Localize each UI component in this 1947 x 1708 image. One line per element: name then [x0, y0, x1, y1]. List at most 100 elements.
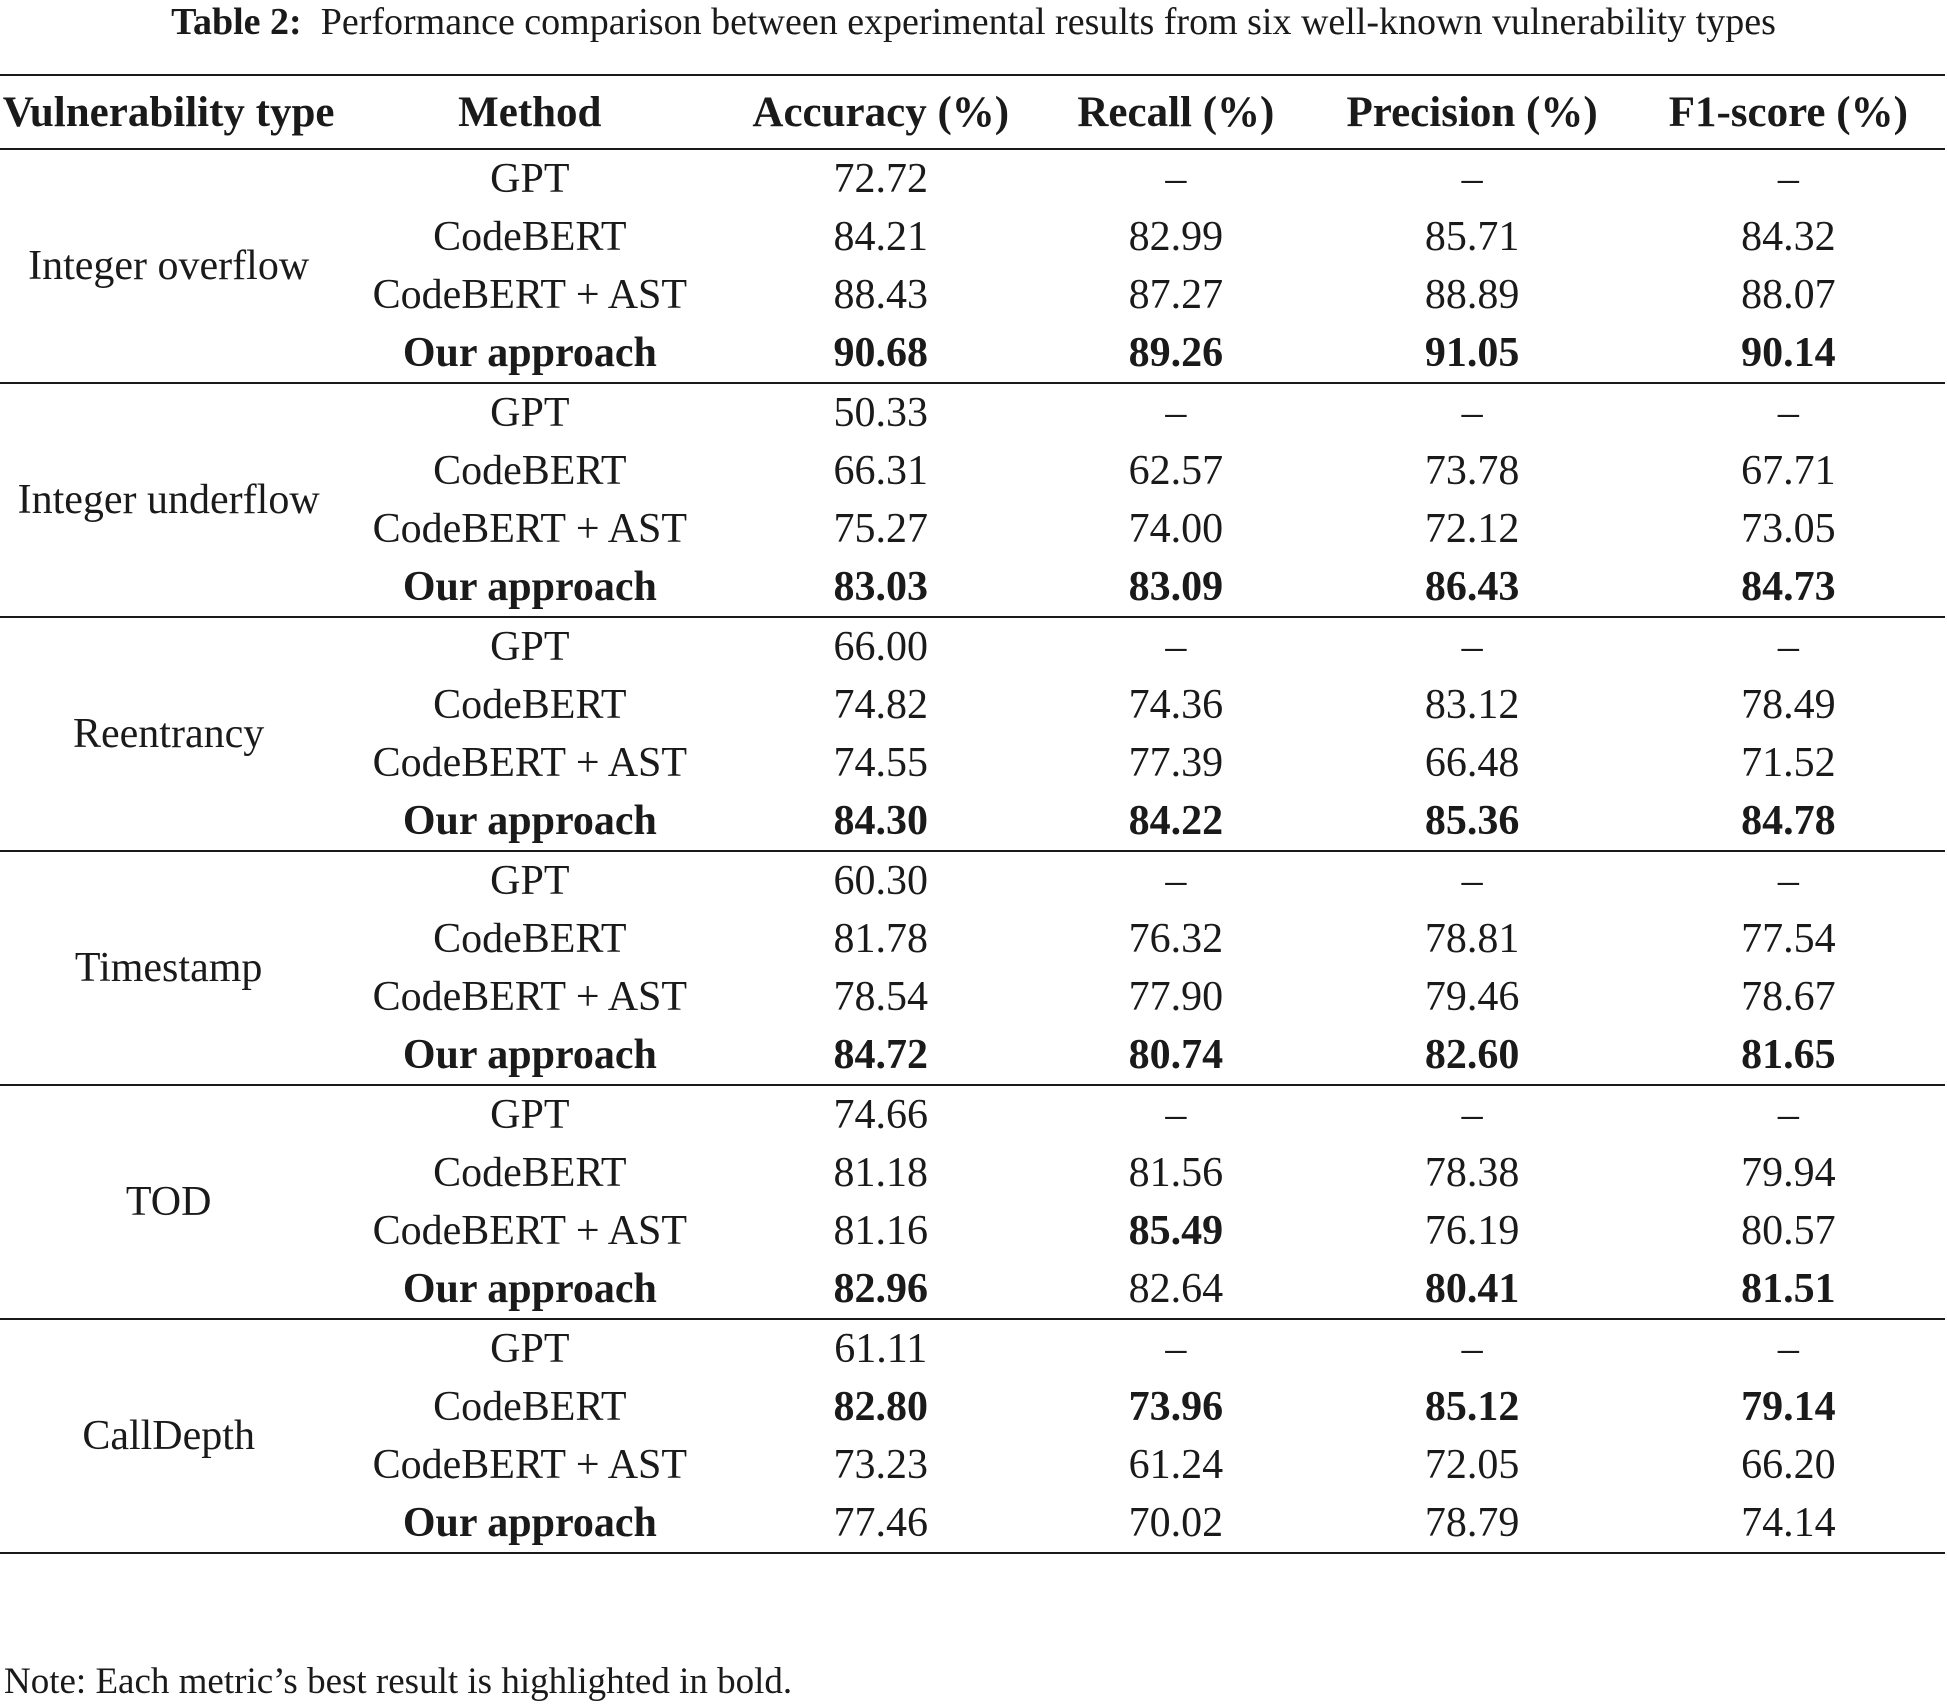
header-accuracy: Accuracy (%) — [722, 74, 1040, 150]
f1-score-cell: – — [1777, 1325, 1799, 1372]
method-cell: CodeBERT — [433, 1149, 627, 1196]
precision-cell: 79.46 — [1424, 974, 1520, 1021]
recall-cell: 89.26 — [1039, 324, 1313, 384]
f1-score-cell: 81.65 — [1631, 1026, 1945, 1086]
f1-score-cell: 80.57 — [1741, 1208, 1836, 1255]
precision-cell: – — [1461, 1325, 1483, 1372]
accuracy-cell: 82.96 — [722, 1260, 1040, 1320]
recall-cell: – — [1165, 1325, 1187, 1372]
header-recall: Recall (%) — [1039, 74, 1313, 150]
precision-cell: – — [1461, 155, 1483, 202]
table-caption: Table 2: Performance comparison between … — [0, 0, 1947, 44]
table-row: CallDepth GPT 61.11 – – – — [0, 1319, 1945, 1554]
f1-score-cell: 78.67 — [1741, 974, 1836, 1021]
recall-cell: 83.09 — [1039, 558, 1313, 618]
precision-cell: 72.12 — [1424, 506, 1520, 553]
table-row: CodeBERT + AST 73.23 61.24 72.05 66.20 — [0, 1436, 1945, 1495]
f1-score-cell: – — [1777, 155, 1799, 202]
method-cell: GPT — [490, 857, 570, 904]
precision-cell: – — [1461, 623, 1483, 670]
method-cell: Our approach — [337, 558, 723, 618]
table-row: Our approach 82.96 82.64 80.41 81.51 — [0, 1260, 1945, 1320]
method-cell: CodeBERT — [433, 213, 627, 260]
recall-cell: 74.36 — [1128, 681, 1224, 728]
method-cell: GPT — [490, 623, 570, 670]
precision-cell: 66.48 — [1424, 740, 1520, 787]
recall-cell: 70.02 — [1039, 1494, 1313, 1554]
accuracy-cell: 50.33 — [833, 389, 929, 436]
table-header: Vulnerability type Method Accuracy (%) R… — [0, 74, 1945, 150]
accuracy-cell: 81.18 — [833, 1149, 929, 1196]
accuracy-cell: 75.27 — [833, 506, 929, 553]
f1-score-cell: 77.54 — [1741, 915, 1836, 962]
precision-cell: 73.78 — [1424, 447, 1520, 494]
accuracy-cell: 74.66 — [833, 1091, 929, 1138]
table-row: Timestamp GPT 60.30 – – – — [0, 851, 1945, 1086]
precision-cell: 85.36 — [1312, 792, 1632, 852]
recall-cell: 80.74 — [1039, 1026, 1313, 1086]
precision-cell: – — [1461, 857, 1483, 904]
f1-score-cell: 74.14 — [1631, 1494, 1945, 1554]
recall-cell: – — [1165, 623, 1187, 670]
accuracy-cell: 82.80 — [833, 1383, 929, 1430]
recall-cell: – — [1165, 155, 1187, 202]
f1-score-cell: 88.07 — [1741, 272, 1836, 319]
f1-score-cell: 81.51 — [1631, 1260, 1945, 1320]
precision-cell: 83.12 — [1424, 681, 1520, 728]
f1-score-cell: 78.49 — [1741, 681, 1836, 728]
vulnerability-type-cell: Timestamp — [0, 851, 338, 1086]
f1-score-cell: 73.05 — [1741, 506, 1836, 553]
table-body: Integer overflow GPT 72.72 – – – CodeBERT 84.21… — [0, 149, 1945, 1554]
accuracy-cell: 77.46 — [722, 1494, 1040, 1554]
recall-cell: 76.32 — [1128, 915, 1224, 962]
method-cell: CodeBERT — [433, 447, 627, 494]
method-cell: Our approach — [337, 1494, 723, 1554]
method-cell: Our approach — [337, 792, 723, 852]
accuracy-cell: 74.82 — [833, 681, 929, 728]
table-row: CodeBERT + AST 88.43 87.27 88.89 88.07 — [0, 266, 1945, 325]
caption-label: Table 2: — [171, 1, 302, 43]
recall-cell: – — [1165, 1091, 1187, 1138]
method-cell: CodeBERT + AST — [372, 1208, 688, 1255]
table-row: CodeBERT 66.31 62.57 73.78 67.71 — [0, 442, 1945, 501]
f1-score-cell: – — [1777, 857, 1799, 904]
f1-score-cell: 90.14 — [1631, 324, 1945, 384]
table-row: CodeBERT 81.18 81.56 78.38 79.94 — [0, 1144, 1945, 1203]
table-row: Our approach 90.68 89.26 91.05 90.14 — [0, 324, 1945, 384]
f1-score-cell: 71.52 — [1741, 740, 1836, 787]
accuracy-cell: 84.72 — [722, 1026, 1040, 1086]
vulnerability-type-cell: Integer overflow — [0, 149, 338, 384]
f1-score-cell: 84.78 — [1631, 792, 1945, 852]
method-cell: Our approach — [337, 1026, 723, 1086]
results-table: Vulnerability type Method Accuracy (%) R… — [0, 74, 1945, 1554]
recall-cell: 73.96 — [1128, 1383, 1224, 1430]
recall-cell: – — [1165, 857, 1187, 904]
header-method: Method — [337, 74, 723, 150]
accuracy-cell: 61.11 — [834, 1325, 928, 1372]
method-cell: CodeBERT + AST — [372, 272, 688, 319]
method-cell: GPT — [490, 155, 570, 202]
f1-score-cell: 79.94 — [1741, 1149, 1836, 1196]
header-vulnerability-type: Vulnerability type — [0, 74, 338, 150]
f1-score-cell: – — [1777, 1091, 1799, 1138]
table-row: CodeBERT 74.82 74.36 83.12 78.49 — [0, 676, 1945, 735]
f1-score-cell: 66.20 — [1741, 1442, 1836, 1489]
recall-cell: 84.22 — [1039, 792, 1313, 852]
recall-cell: 82.64 — [1039, 1260, 1313, 1320]
method-cell: Our approach — [337, 1260, 723, 1320]
method-cell: CodeBERT + AST — [372, 506, 688, 553]
f1-score-cell: 84.32 — [1741, 213, 1836, 260]
f1-score-cell: – — [1777, 623, 1799, 670]
vulnerability-type-cell: TOD — [0, 1085, 338, 1320]
method-cell: GPT — [490, 389, 570, 436]
f1-score-cell: – — [1777, 389, 1799, 436]
table-row: CodeBERT + AST 74.55 77.39 66.48 71.52 — [0, 734, 1945, 793]
recall-cell: 62.57 — [1128, 447, 1224, 494]
precision-cell: – — [1461, 1091, 1483, 1138]
method-cell: CodeBERT + AST — [372, 1442, 688, 1489]
method-cell: CodeBERT — [433, 1383, 627, 1430]
accuracy-cell: 74.55 — [833, 740, 929, 787]
accuracy-cell: 66.00 — [833, 623, 929, 670]
table-note: Note: Each metric’s best result is highl… — [4, 1661, 793, 1702]
accuracy-cell: 88.43 — [833, 272, 929, 319]
